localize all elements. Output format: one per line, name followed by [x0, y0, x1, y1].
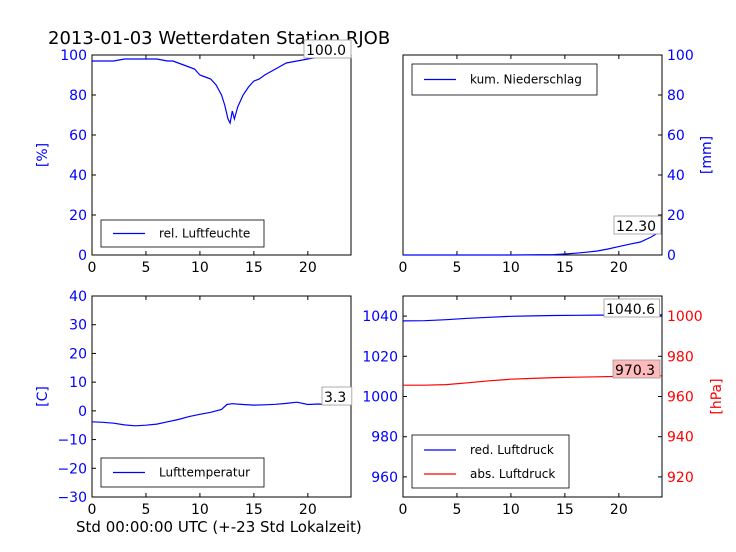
x-tick-label: 5	[141, 260, 150, 276]
y-tick-label: 1000	[667, 309, 703, 325]
x-tick-label: 15	[556, 260, 574, 276]
y-tick-label: −30	[57, 490, 87, 506]
y-tick-label: 980	[667, 349, 694, 365]
y-axis-label: [mm]	[699, 136, 715, 174]
y-axis-label-right: [hPa]	[709, 378, 725, 414]
y-tick-label: 80	[667, 88, 685, 104]
y-tick-label: 920	[667, 470, 694, 486]
x-tick-label: 20	[610, 502, 628, 518]
y-tick-label: 1040	[362, 309, 398, 325]
annotation-box	[603, 298, 660, 318]
legend-label: kum. Niederschlag	[470, 73, 582, 87]
y-tick-label: −10	[57, 433, 87, 449]
annotation-box	[612, 359, 661, 379]
y-tick-label: 100	[60, 48, 87, 64]
x-tick-label: 5	[452, 502, 461, 518]
x-tick-label: 0	[399, 260, 408, 276]
y-tick-label: 960	[371, 470, 398, 486]
y-axis-label: [C]	[35, 386, 51, 407]
x-tick-label: 10	[502, 502, 520, 518]
y-tick-label: 20	[667, 208, 685, 224]
y-tick-label: 1020	[362, 349, 398, 365]
legend-label: Lufttemperatur	[159, 466, 250, 480]
y-tick-label: 40	[69, 289, 87, 305]
series-line	[92, 54, 351, 125]
legend-label: rel. Luftfeuchte	[159, 227, 250, 241]
x-tick-label: 20	[299, 260, 317, 276]
annotation-box	[321, 386, 353, 406]
x-tick-label: 15	[556, 502, 574, 518]
annotation-box	[613, 215, 662, 235]
x-tick-label: 5	[141, 502, 150, 518]
legend-label: red. Luftdruck	[470, 443, 554, 457]
x-tick-label: 15	[245, 260, 263, 276]
x-tick-label: 20	[610, 260, 628, 276]
x-tick-label: 15	[245, 502, 263, 518]
x-tick-label: 0	[399, 502, 408, 518]
series-line	[91, 400, 352, 427]
legend-label: abs. Luftdruck	[470, 467, 555, 481]
x-tick-label: 0	[88, 260, 97, 276]
y-tick-label: 1000	[362, 390, 398, 406]
y-tick-label: 10	[69, 375, 87, 391]
annotation-label: 1040.6	[606, 302, 655, 318]
x-axis-label: Std 00:00:00 UTC (+-23 Std Lokalzeit)	[76, 518, 362, 536]
y-tick-label: 60	[69, 128, 87, 144]
y-tick-label: 40	[667, 168, 685, 184]
y-tick-label: 0	[78, 248, 87, 264]
x-tick-label: 10	[191, 260, 209, 276]
y-tick-label: 20	[69, 346, 87, 362]
y-tick-label: 30	[69, 318, 87, 334]
y-tick-label: 0	[78, 404, 87, 420]
annotation-label: 970.3	[615, 363, 655, 379]
y-tick-label: 60	[667, 128, 685, 144]
series-line	[403, 229, 663, 256]
annotation-label: 12.30	[616, 219, 656, 235]
y-tick-label: 960	[667, 390, 694, 406]
annotation-label: 3.3	[324, 390, 346, 406]
y-tick-label: 40	[69, 168, 87, 184]
y-tick-label: 100	[667, 48, 694, 64]
y-axis-label: [%]	[35, 143, 51, 167]
plot-frame	[91, 54, 352, 256]
x-tick-label: 10	[502, 260, 520, 276]
y-tick-label: 80	[69, 88, 87, 104]
y-tick-label: 980	[371, 430, 398, 446]
y-tick-label: 940	[667, 430, 694, 446]
x-tick-label: 5	[452, 260, 461, 276]
x-tick-label: 10	[191, 502, 209, 518]
y-tick-label: −20	[57, 461, 87, 477]
x-tick-label: 20	[299, 502, 317, 518]
annotation-label: 100.0	[306, 43, 346, 59]
x-tick-label: 0	[88, 502, 97, 518]
annotation-box	[303, 39, 352, 59]
y-tick-label: 20	[69, 208, 87, 224]
y-tick-label: 0	[667, 248, 676, 264]
legend-box	[411, 434, 570, 489]
